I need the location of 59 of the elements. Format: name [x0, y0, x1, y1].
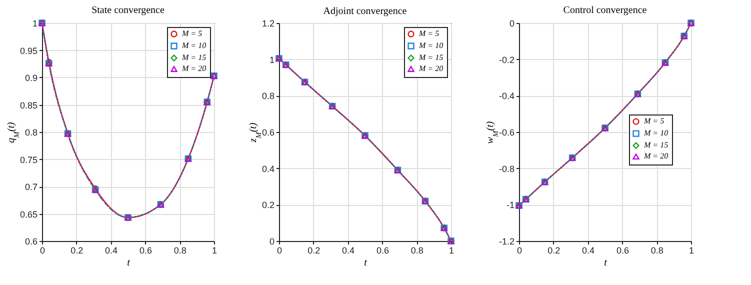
x-tick-label: 0.4 [582, 246, 595, 256]
legend-label: M = 10 [643, 128, 668, 138]
y-tick-label: 0.4 [262, 164, 274, 174]
y-tick-label: 0 [509, 18, 514, 28]
x-tick-label: 0.6 [376, 246, 389, 256]
y-tick-label: 0.85 [20, 100, 38, 110]
x-tick-label: 0.2 [70, 246, 84, 256]
x-tick-label: 0.4 [342, 246, 355, 256]
x-tick-label: 0.4 [105, 246, 118, 256]
x-tick-label: 0 [40, 246, 46, 256]
legend-label: M = 20 [418, 64, 444, 73]
y-tick-label: 0.7 [24, 182, 38, 192]
y-tick-label: -0.2 [498, 54, 514, 65]
x-tick-label: 0.2 [308, 246, 320, 256]
x-tick-label: 1 [688, 246, 694, 256]
y-tick-label: 1 [269, 54, 274, 65]
legend-label: M = 10 [418, 41, 444, 50]
legend-label: M = 5 [643, 116, 664, 126]
x-tick-label: 1 [448, 246, 454, 256]
y-tick-label: -0.6 [498, 128, 514, 138]
legend-label: M = 15 [643, 140, 668, 150]
y-tick-label: -0.4 [498, 91, 514, 102]
legend-label: M = 10 [181, 41, 206, 50]
legend-label: M = 15 [181, 53, 206, 62]
y-tick-label: -1.2 [498, 236, 514, 246]
y-tick-label: 0.6 [24, 236, 38, 246]
y-tick-label: 0 [269, 236, 274, 246]
y-tick-label: 1.2 [262, 18, 274, 28]
y-tick-label: 1 [32, 18, 38, 28]
chart-title: Control convergence [563, 4, 648, 16]
chart-title: Adjoint convergence [323, 6, 408, 17]
legend-label: M = 5 [418, 29, 440, 38]
x-axis-title: t [604, 258, 608, 268]
x-axis-title: t [364, 258, 368, 268]
x-tick-label: 0 [276, 246, 282, 256]
y-tick-label: 0.8 [262, 91, 274, 102]
legend-label: M = 5 [181, 29, 202, 38]
y-tick-label: 0.9 [24, 73, 38, 83]
y-tick-label: 0.75 [20, 154, 38, 165]
x-tick-label: 0 [516, 246, 522, 256]
x-tick-label: 0.6 [616, 246, 629, 256]
y-tick-label: 0.2 [262, 200, 274, 210]
y-tick-label: -0.8 [498, 164, 514, 174]
x-tick-label: 0.8 [410, 246, 424, 256]
y-tick-label: 0.95 [20, 46, 38, 56]
y-tick-label: 0.8 [24, 128, 38, 138]
chart-title: State convergence [92, 4, 165, 16]
legend-label: M = 15 [418, 53, 444, 62]
x-axis-title: t [127, 258, 130, 268]
y-tick-label: -1 [506, 200, 514, 210]
x-tick-label: 0.8 [650, 246, 664, 256]
x-tick-label: 0.8 [174, 246, 186, 256]
y-tick-label: 0.65 [20, 209, 38, 220]
x-tick-label: 0.6 [139, 246, 152, 256]
x-tick-label: 0.2 [548, 246, 560, 256]
x-tick-label: 1 [212, 246, 218, 256]
y-tick-label: 0.6 [262, 128, 274, 138]
legend-label: M = 20 [181, 64, 206, 73]
legend-label: M = 20 [643, 152, 668, 161]
